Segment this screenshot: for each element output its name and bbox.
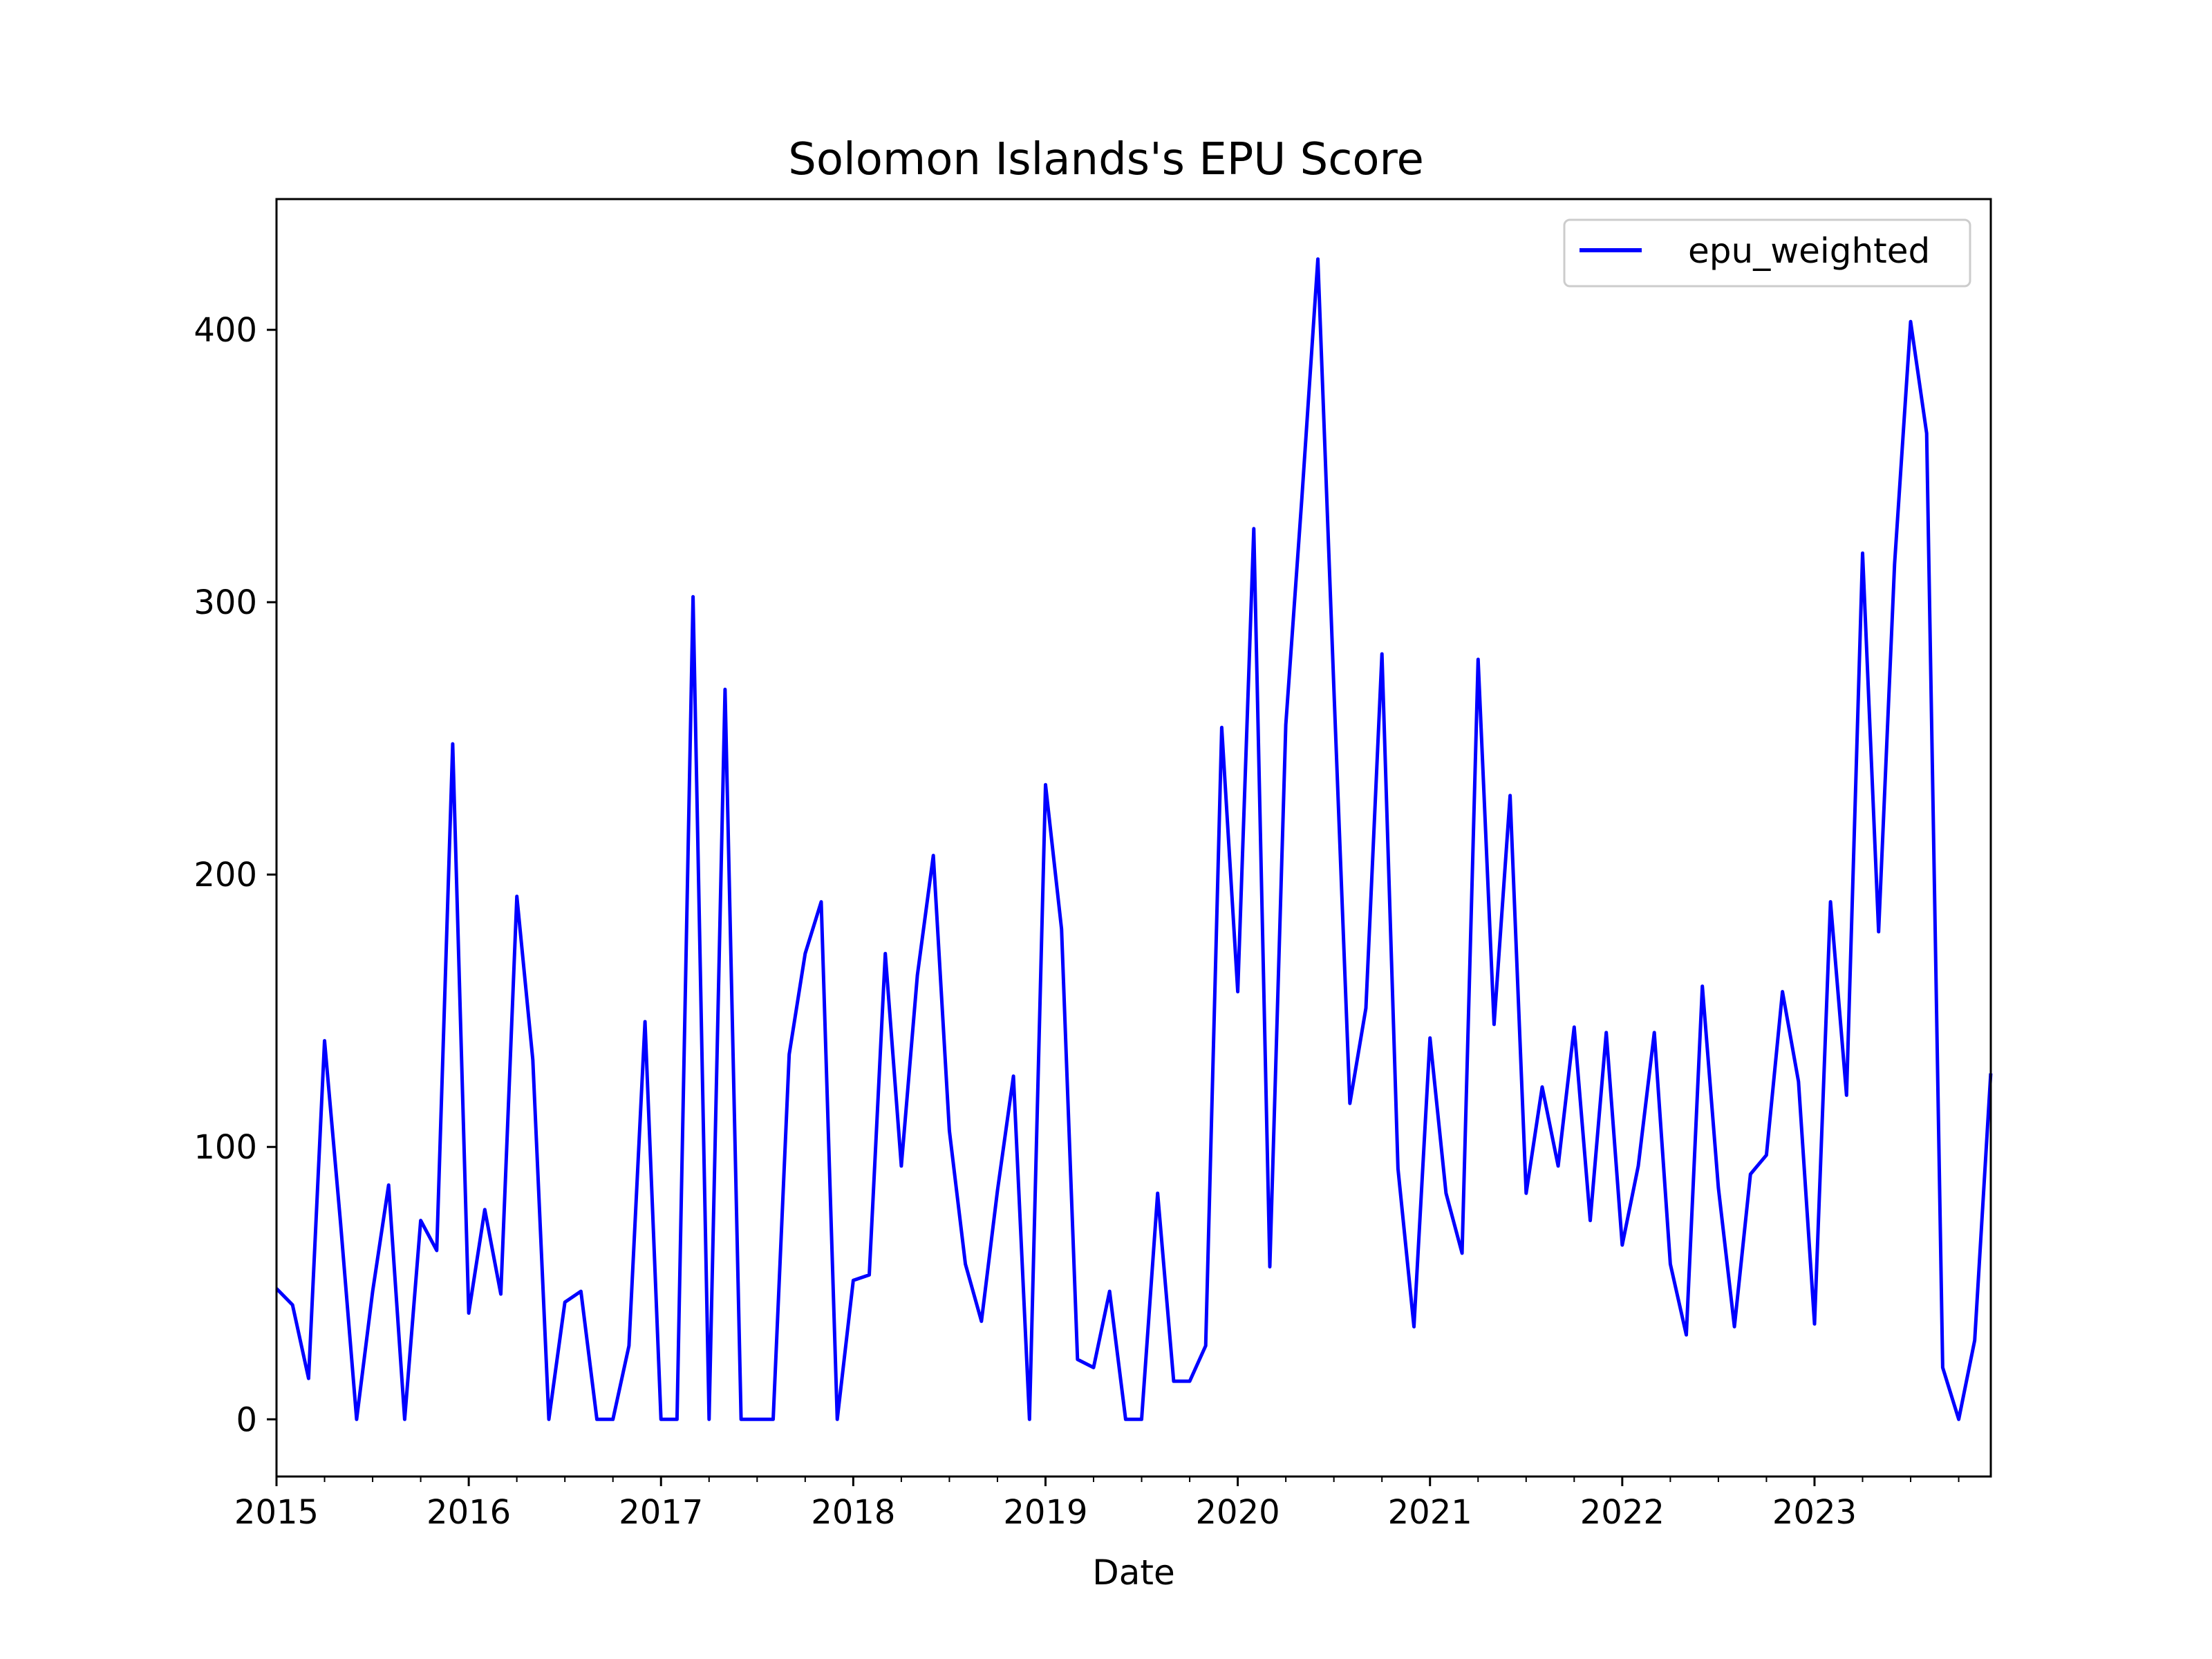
x-tick-label: 2023	[1772, 1493, 1857, 1532]
x-tick-label: 2021	[1388, 1493, 1472, 1532]
legend: epu_weighted	[1563, 218, 1971, 288]
y-axis: 0 100 200 300 400	[194, 311, 276, 1439]
series-line-epu_weighted	[275, 257, 1993, 1421]
x-tick-label: 2016	[427, 1493, 511, 1532]
y-tick-label: 300	[194, 583, 257, 622]
x-tick-label: 2015	[234, 1493, 319, 1532]
x-tick-label: 2020	[1196, 1493, 1280, 1532]
axes-frame	[275, 198, 1992, 1478]
x-tick-label: 2019	[1003, 1493, 1087, 1532]
x-tick-label: 2017	[619, 1493, 703, 1532]
x-axis-label: Date	[1092, 1553, 1175, 1593]
y-tick-label: 0	[236, 1400, 257, 1439]
x-tick-label: 2018	[811, 1493, 895, 1532]
plot-area	[275, 257, 1993, 1421]
legend-label: epu_weighted	[1688, 231, 1930, 271]
chart-title: Solomon Islands's EPU Score	[788, 134, 1424, 185]
x-axis: 2015 2016 2017 2018 2019 2020 2021 2022 2023	[234, 1477, 1960, 1532]
legend-box	[1563, 218, 1971, 288]
x-tick-label: 2022	[1580, 1493, 1665, 1532]
y-tick-label: 200	[194, 856, 257, 894]
y-tick-label: 400	[194, 311, 257, 350]
y-tick-label: 100	[194, 1128, 257, 1167]
